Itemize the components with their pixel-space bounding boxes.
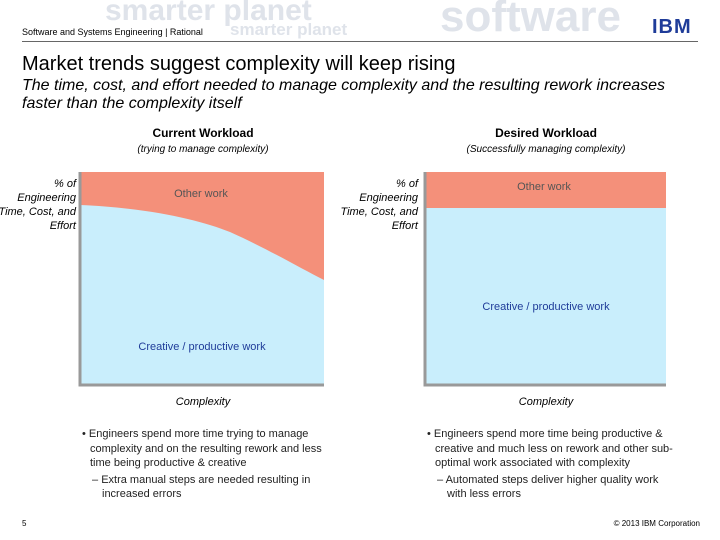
bullet: • Engineers spend more time being produc… [427, 428, 673, 469]
subtitle: The time, cost, and effort needed to man… [22, 77, 666, 112]
y-axis-label: % of Engineering Time, Cost, and Effort [0, 178, 76, 232]
panel-heading: Desired Workload [495, 126, 597, 140]
page-number: 5 [22, 519, 27, 528]
productive-area [425, 208, 666, 385]
sub-bullet: – Automated steps deliver higher quality… [437, 473, 659, 501]
area-label: Other work [517, 181, 571, 193]
area-label: Other work [174, 188, 228, 200]
logo: IBM [652, 16, 692, 38]
bullet-text: Engineers spend more time trying to mana… [88, 428, 322, 469]
x-axis-label: Complexity [518, 396, 574, 408]
x-axis-label: Complexity [175, 396, 231, 408]
axes [78, 172, 324, 387]
banner-text: smarter planet [105, 0, 312, 27]
area-label: Creative / productive work [482, 301, 610, 313]
productive-area [80, 205, 324, 385]
bullet-list: • Engineers spend more time being produc… [427, 427, 677, 502]
axes [423, 172, 666, 387]
sub-bullet: – Extra manual steps are needed resultin… [92, 473, 311, 501]
bullet-text: Automated steps deliver higher quality w… [445, 473, 659, 501]
header-rule [22, 41, 698, 42]
y-axis-label: % of Engineering Time, Cost, and Effort [340, 178, 418, 232]
bullet: • Engineers spend more time trying to ma… [82, 428, 322, 469]
banner-text: software [440, 0, 621, 41]
area-label: Creative / productive work [138, 341, 266, 353]
title: Market trends suggest complexity will ke… [22, 53, 456, 75]
bullet-list: • Engineers spend more time trying to ma… [82, 427, 332, 502]
panel-heading: Current Workload [152, 126, 254, 140]
panel-subheading: (Successfully managing complexity) [466, 144, 626, 155]
section-label: Software and Systems Engineering | Ratio… [22, 27, 203, 37]
banner-text: smarter planet [230, 20, 348, 39]
bullet-text: Extra manual steps are needed resulting … [101, 473, 311, 501]
copyright: © 2013 IBM Corporation [613, 519, 700, 528]
panel-subheading: (trying to manage complexity) [137, 144, 269, 155]
bullet-text: Engineers spend more time being producti… [433, 428, 673, 469]
